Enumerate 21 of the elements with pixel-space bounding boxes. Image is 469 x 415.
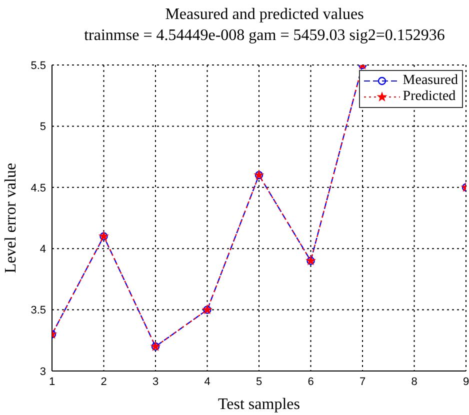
y-axis-title: Level error value [2, 162, 20, 274]
x-tick-label: 9 [462, 376, 469, 388]
x-tick-label: 3 [152, 376, 159, 388]
y-tick-label: 3.5 [30, 304, 46, 317]
y-tick-label: 5.5 [30, 60, 46, 72]
x-tick-label: 7 [359, 376, 366, 388]
y-tick-label: 4 [40, 244, 46, 256]
x-tick-label: 1 [48, 376, 56, 388]
x-tick-label: 8 [411, 376, 418, 388]
legend-label: Measured [402, 73, 458, 89]
chart-title: Measured and predicted values [164, 6, 365, 24]
legend-label: Predicted [402, 89, 456, 105]
x-tick-label: 4 [204, 376, 210, 388]
y-tick-label: 3 [40, 366, 46, 378]
y-tick-label: 5 [40, 121, 46, 134]
y-tick-label: 4.5 [30, 182, 46, 194]
x-tick-label: 5 [256, 376, 262, 388]
chart-subtitle: trainmse = 4.54449e-008 gam = 5459.03 sig2=0.152936 [83, 27, 446, 45]
x-tick-label: 6 [308, 376, 314, 388]
x-tick-label: 2 [100, 376, 107, 388]
x-axis-title: Test samples [218, 396, 300, 413]
